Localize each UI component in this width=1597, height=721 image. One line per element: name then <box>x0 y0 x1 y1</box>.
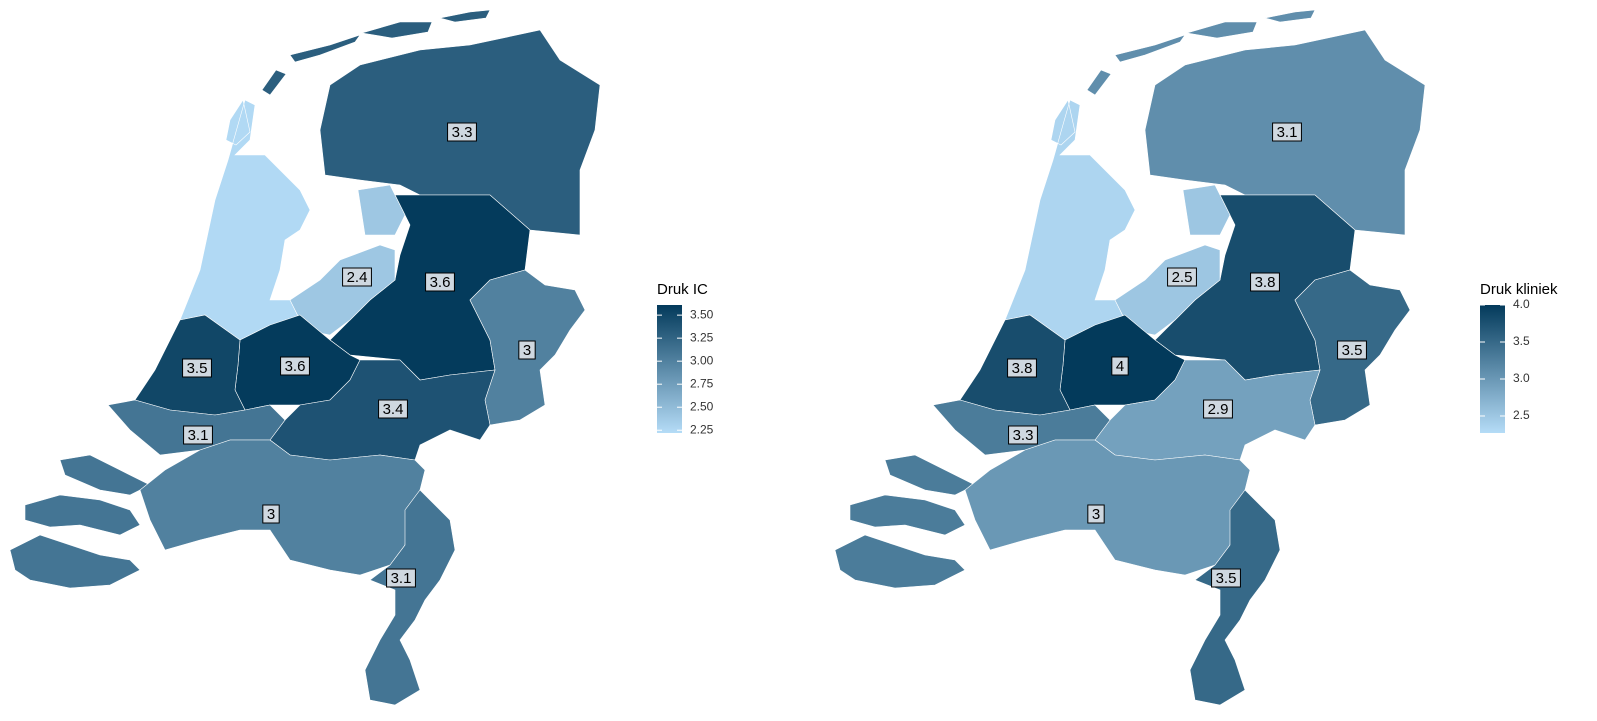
label-box <box>447 122 477 142</box>
label-box <box>342 267 372 287</box>
tick-label: 3.25 <box>690 330 714 344</box>
region-label: 3 <box>267 506 275 523</box>
region-label: 3.5 <box>1342 342 1363 359</box>
region-label: 3.8 <box>1012 360 1033 377</box>
tick-label: 3.50 <box>690 307 714 321</box>
map: 3.3 3.6 2.4 3.6 3.5 3 3.4 3.1 3 3.1 <box>9 9 601 706</box>
label-box <box>1203 399 1233 419</box>
tick-label: 3.00 <box>690 353 714 367</box>
region-label: 2.5 <box>1172 269 1193 286</box>
colorbar <box>1480 305 1505 433</box>
label-box <box>1008 425 1038 445</box>
region-label: 3.1 <box>188 427 209 444</box>
region-label: 3.1 <box>391 570 412 587</box>
region-label: 3.5 <box>1216 570 1237 587</box>
legend-title: Druk kliniek <box>1480 281 1558 298</box>
label-box <box>183 425 213 445</box>
label-box <box>425 272 455 292</box>
colorbar <box>657 305 682 433</box>
region-label: 3.8 <box>1255 274 1276 291</box>
region <box>364 489 456 706</box>
region-label: 3.4 <box>383 401 404 418</box>
label-box <box>1111 356 1129 376</box>
region-label: 4 <box>1116 358 1124 375</box>
label-box <box>1007 358 1037 378</box>
tick-label: 2.25 <box>690 422 714 436</box>
legend-title: Druk IC <box>657 281 708 298</box>
region <box>1086 9 1426 236</box>
region <box>179 99 311 341</box>
region <box>964 439 1251 576</box>
tick-label: 2.5 <box>1513 408 1530 422</box>
region <box>1189 489 1281 706</box>
map: 3.1 3.8 2.5 4 3.8 3.5 2.9 3.3 3 3.5 <box>834 9 1426 706</box>
region <box>139 439 426 576</box>
region-label: 3 <box>1092 506 1100 523</box>
tick-label: 2.75 <box>690 376 714 390</box>
label-box <box>1272 122 1302 142</box>
label-box <box>262 504 280 524</box>
label-box <box>386 568 416 588</box>
region-label: 3.5 <box>187 360 208 377</box>
region-label: 3.3 <box>452 124 473 141</box>
label-box <box>182 358 212 378</box>
region-label: 3.6 <box>430 274 451 291</box>
label-box <box>1167 267 1197 287</box>
label-box <box>518 340 536 360</box>
region <box>1004 99 1136 341</box>
region-label: 3 <box>523 342 531 359</box>
label-box <box>1337 340 1367 360</box>
label-box <box>1250 272 1280 292</box>
region <box>261 9 601 236</box>
region-label: 2.4 <box>347 269 368 286</box>
region-label: 3.6 <box>285 358 306 375</box>
region-label: 3.1 <box>1277 124 1298 141</box>
label-box <box>280 356 310 376</box>
tick-label: 3.5 <box>1513 334 1530 348</box>
region-label: 3.3 <box>1013 427 1034 444</box>
tick-label: 2.50 <box>690 399 714 413</box>
label-box <box>378 399 408 419</box>
region-label: 2.9 <box>1208 401 1229 418</box>
tick-label: 4.0 <box>1513 297 1530 311</box>
label-box <box>1087 504 1105 524</box>
tick-label: 3.0 <box>1513 371 1530 385</box>
label-box <box>1211 568 1241 588</box>
